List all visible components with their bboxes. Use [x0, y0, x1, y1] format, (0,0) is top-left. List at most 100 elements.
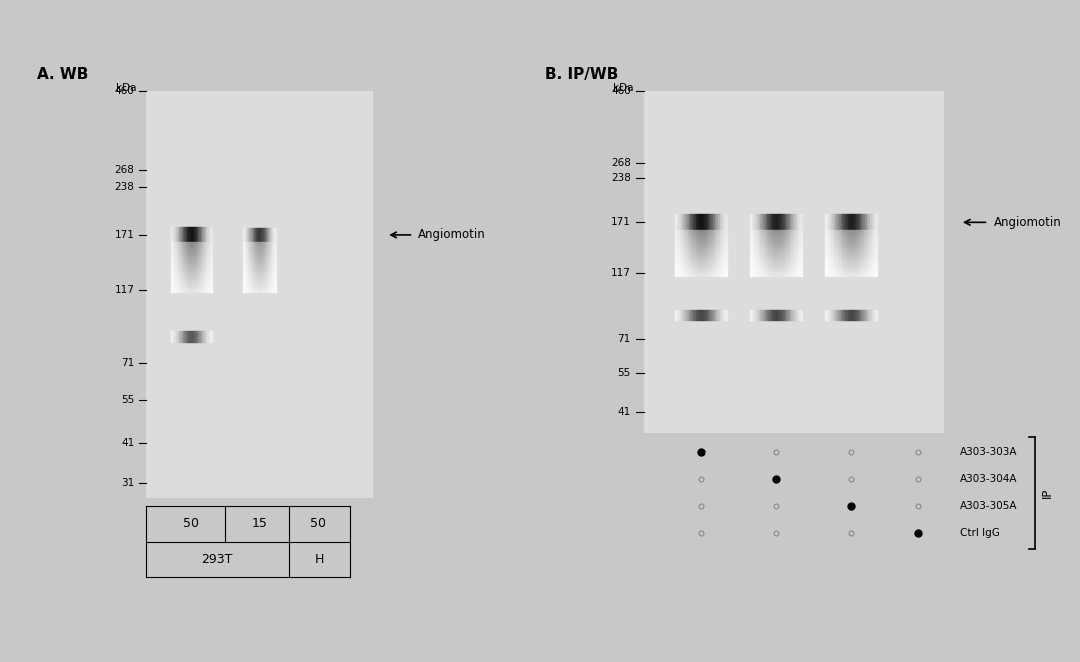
- Bar: [703, 245, 706, 246]
- Bar: [243, 254, 244, 256]
- Bar: [210, 260, 212, 262]
- Bar: [260, 228, 261, 242]
- Bar: [268, 274, 269, 276]
- Bar: [266, 250, 268, 252]
- Bar: [721, 245, 724, 246]
- Bar: [758, 274, 760, 276]
- Bar: [200, 278, 201, 280]
- Bar: [680, 254, 683, 256]
- Bar: [685, 241, 688, 243]
- Bar: [840, 254, 843, 256]
- Bar: [784, 234, 786, 236]
- Bar: [859, 252, 862, 254]
- Bar: [781, 232, 784, 234]
- Bar: [201, 227, 202, 242]
- Bar: [205, 272, 207, 274]
- Bar: [181, 266, 183, 268]
- Bar: [750, 272, 753, 274]
- Bar: [197, 331, 198, 342]
- Bar: [251, 286, 253, 288]
- Bar: [797, 236, 799, 237]
- Bar: [781, 236, 784, 237]
- Bar: [698, 310, 699, 320]
- Bar: [758, 236, 760, 237]
- Bar: [262, 246, 265, 248]
- Bar: [840, 236, 843, 237]
- Bar: [708, 256, 711, 258]
- Bar: [175, 270, 177, 272]
- Bar: [191, 331, 192, 342]
- Bar: [825, 267, 827, 269]
- Bar: [853, 250, 856, 252]
- Bar: [721, 237, 724, 239]
- Bar: [755, 256, 758, 258]
- Bar: [688, 237, 690, 239]
- Bar: [208, 331, 211, 342]
- Bar: [862, 263, 864, 265]
- Bar: [752, 214, 754, 230]
- Bar: [685, 271, 688, 272]
- Bar: [827, 274, 831, 276]
- Bar: [210, 244, 212, 246]
- Bar: [825, 214, 827, 230]
- Text: H: H: [314, 553, 324, 565]
- Bar: [174, 227, 175, 242]
- Bar: [185, 254, 187, 256]
- Bar: [859, 248, 862, 250]
- Bar: [825, 246, 827, 248]
- Bar: [859, 246, 862, 248]
- Bar: [714, 252, 716, 254]
- Bar: [266, 248, 268, 250]
- Bar: [838, 260, 840, 261]
- Bar: [198, 276, 200, 278]
- Bar: [690, 234, 693, 236]
- Bar: [849, 267, 851, 269]
- Bar: [203, 264, 205, 266]
- Bar: [259, 274, 261, 276]
- Bar: [183, 274, 185, 276]
- Bar: [675, 234, 677, 236]
- Bar: [256, 278, 257, 280]
- Bar: [207, 250, 210, 252]
- Bar: [201, 250, 203, 252]
- Bar: [249, 256, 251, 258]
- Bar: [714, 267, 716, 269]
- Bar: [272, 276, 274, 278]
- Bar: [203, 288, 205, 290]
- Bar: [675, 241, 677, 243]
- Bar: [768, 258, 771, 260]
- Bar: [191, 282, 193, 284]
- Bar: [866, 245, 869, 246]
- Bar: [753, 245, 755, 246]
- Bar: [721, 271, 724, 272]
- Bar: [256, 250, 257, 252]
- Bar: [788, 230, 792, 232]
- Bar: [766, 310, 767, 320]
- Bar: [201, 254, 203, 256]
- Bar: [683, 269, 685, 271]
- Bar: [675, 239, 677, 241]
- Bar: [856, 250, 859, 252]
- Bar: [862, 260, 864, 261]
- Bar: [185, 264, 187, 266]
- Bar: [766, 232, 768, 234]
- Bar: [247, 242, 249, 244]
- Bar: [766, 230, 768, 232]
- Bar: [181, 268, 183, 270]
- Bar: [254, 276, 256, 278]
- Bar: [718, 310, 719, 320]
- Bar: [190, 331, 191, 342]
- Bar: [779, 248, 781, 250]
- Bar: [799, 274, 801, 276]
- Bar: [210, 242, 212, 244]
- Bar: [205, 278, 207, 280]
- Bar: [864, 269, 866, 271]
- Bar: [261, 250, 262, 252]
- Bar: [706, 272, 708, 274]
- Bar: [271, 266, 272, 268]
- Bar: [186, 227, 187, 242]
- Bar: [265, 264, 266, 266]
- Bar: [701, 230, 703, 232]
- Bar: [869, 265, 872, 267]
- Bar: [268, 282, 269, 284]
